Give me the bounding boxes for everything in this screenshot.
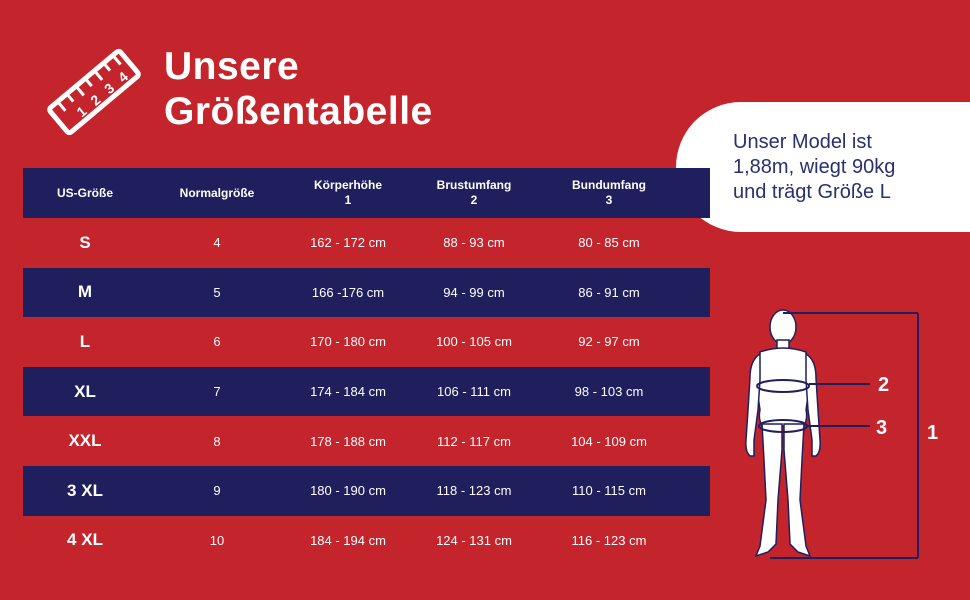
cell-chest: 94 - 99 cm [443, 284, 505, 300]
cell-waist: 80 - 85 cm [578, 235, 640, 251]
page-title-line2: Größentabelle [164, 90, 433, 133]
page-title: Unsere Größentabelle [164, 44, 433, 134]
cell-chest: 100 - 105 cm [436, 334, 512, 350]
model-info-text: Unser Model ist 1,88m, wiegt 90kg und tr… [733, 130, 958, 205]
header-chest: Brustumfang 2 [409, 168, 539, 218]
table-row: L 6 170 - 180 cm 100 - 105 cm 92 - 97 cm [23, 317, 710, 367]
cell-chest: 88 - 93 cm [443, 235, 505, 251]
human-silhouette-icon [745, 309, 821, 558]
header-label: Bundumfang [572, 178, 646, 192]
model-info-bubble [676, 102, 970, 232]
cell-waist: 104 - 109 cm [571, 433, 647, 449]
cell-normal-size: 5 [213, 284, 221, 300]
model-info-line2: 1,88m, wiegt 90kg [733, 156, 896, 178]
label-waist: 3 [876, 417, 887, 439]
ruler-icon: 1 2 3 4 [47, 48, 141, 136]
cell-us-size: S [79, 232, 91, 252]
header-body-height: Körperhöhe 1 [287, 168, 409, 218]
cell-body-height: 162 - 172 cm [310, 235, 386, 251]
header-label: US-Größe [56, 185, 113, 200]
cell-body-height: 180 - 190 cm [310, 483, 386, 499]
table-row: M 5 166 -176 cm 94 - 99 cm 86 - 91 cm [23, 267, 710, 318]
model-info-line3: und trägt Größe L [733, 181, 891, 203]
cell-normal-size: 8 [213, 433, 221, 449]
cell-chest: 124 - 131 cm [436, 532, 512, 548]
cell-normal-size: 4 [213, 235, 221, 251]
header-normal-size: Normalgröße [147, 168, 287, 218]
header-number: 1 [344, 193, 352, 207]
label-chest: 2 [878, 374, 889, 396]
table-row: 3 XL 9 180 - 190 cm 118 - 123 cm 110 - 1… [23, 465, 710, 516]
cell-normal-size: 10 [209, 532, 225, 548]
header-us-size: US-Größe [23, 168, 147, 218]
cell-body-height: 166 -176 cm [311, 284, 385, 300]
cell-us-size: 3 XL [67, 480, 103, 500]
header-waist: Bundumfang 3 [539, 168, 679, 218]
cell-us-size: XXL [68, 431, 102, 451]
cell-us-size: 4 XL [67, 530, 103, 550]
cell-body-height: 184 - 194 cm [310, 532, 386, 548]
header-label: Brustumfang [436, 178, 512, 192]
cell-waist: 92 - 97 cm [578, 334, 640, 350]
table-row: XXL 8 178 - 188 cm 112 - 117 cm 104 - 10… [23, 416, 710, 466]
body-measurement-figure: 2 3 1 [745, 309, 938, 559]
cell-normal-size: 6 [213, 334, 221, 350]
header-number: 2 [470, 193, 478, 207]
cell-waist: 116 - 123 cm [571, 532, 647, 548]
cell-chest: 118 - 123 cm [436, 483, 512, 499]
table-row: S 4 162 - 172 cm 88 - 93 cm 80 - 85 cm [23, 218, 710, 268]
cell-waist: 98 - 103 cm [574, 384, 644, 400]
cell-us-size: XL [74, 381, 96, 401]
cell-waist: 86 - 91 cm [578, 284, 640, 300]
header-number: 3 [605, 193, 613, 207]
table-row: 4 XL 10 184 - 194 cm 124 - 131 cm 116 - … [23, 516, 710, 566]
cell-body-height: 170 - 180 cm [310, 334, 386, 350]
cell-chest: 106 - 111 cm [437, 384, 511, 400]
cell-us-size: M [77, 282, 93, 302]
page-title-line1: Unsere [164, 45, 300, 88]
cell-body-height: 174 - 184 cm [310, 384, 386, 400]
table-row: XL 7 174 - 184 cm 106 - 111 cm 98 - 103 … [23, 366, 710, 417]
header-label: Körperhöhe [313, 178, 382, 192]
table-header-row: US-Größe Normalgröße Körperhöhe 1 Brustu… [23, 168, 710, 218]
header-label: Normalgröße [179, 185, 255, 200]
cell-normal-size: 9 [213, 483, 221, 499]
cell-chest: 112 - 117 cm [437, 433, 511, 449]
size-table: US-Größe Normalgröße Körperhöhe 1 Brustu… [23, 168, 710, 565]
cell-body-height: 178 - 188 cm [310, 433, 386, 449]
cell-waist: 110 - 115 cm [572, 483, 646, 499]
label-height: 1 [927, 422, 938, 444]
cell-normal-size: 7 [213, 384, 221, 400]
cell-us-size: L [79, 331, 91, 351]
model-info-line1: Unser Model ist [733, 131, 872, 153]
measurement-lines [756, 312, 919, 559]
